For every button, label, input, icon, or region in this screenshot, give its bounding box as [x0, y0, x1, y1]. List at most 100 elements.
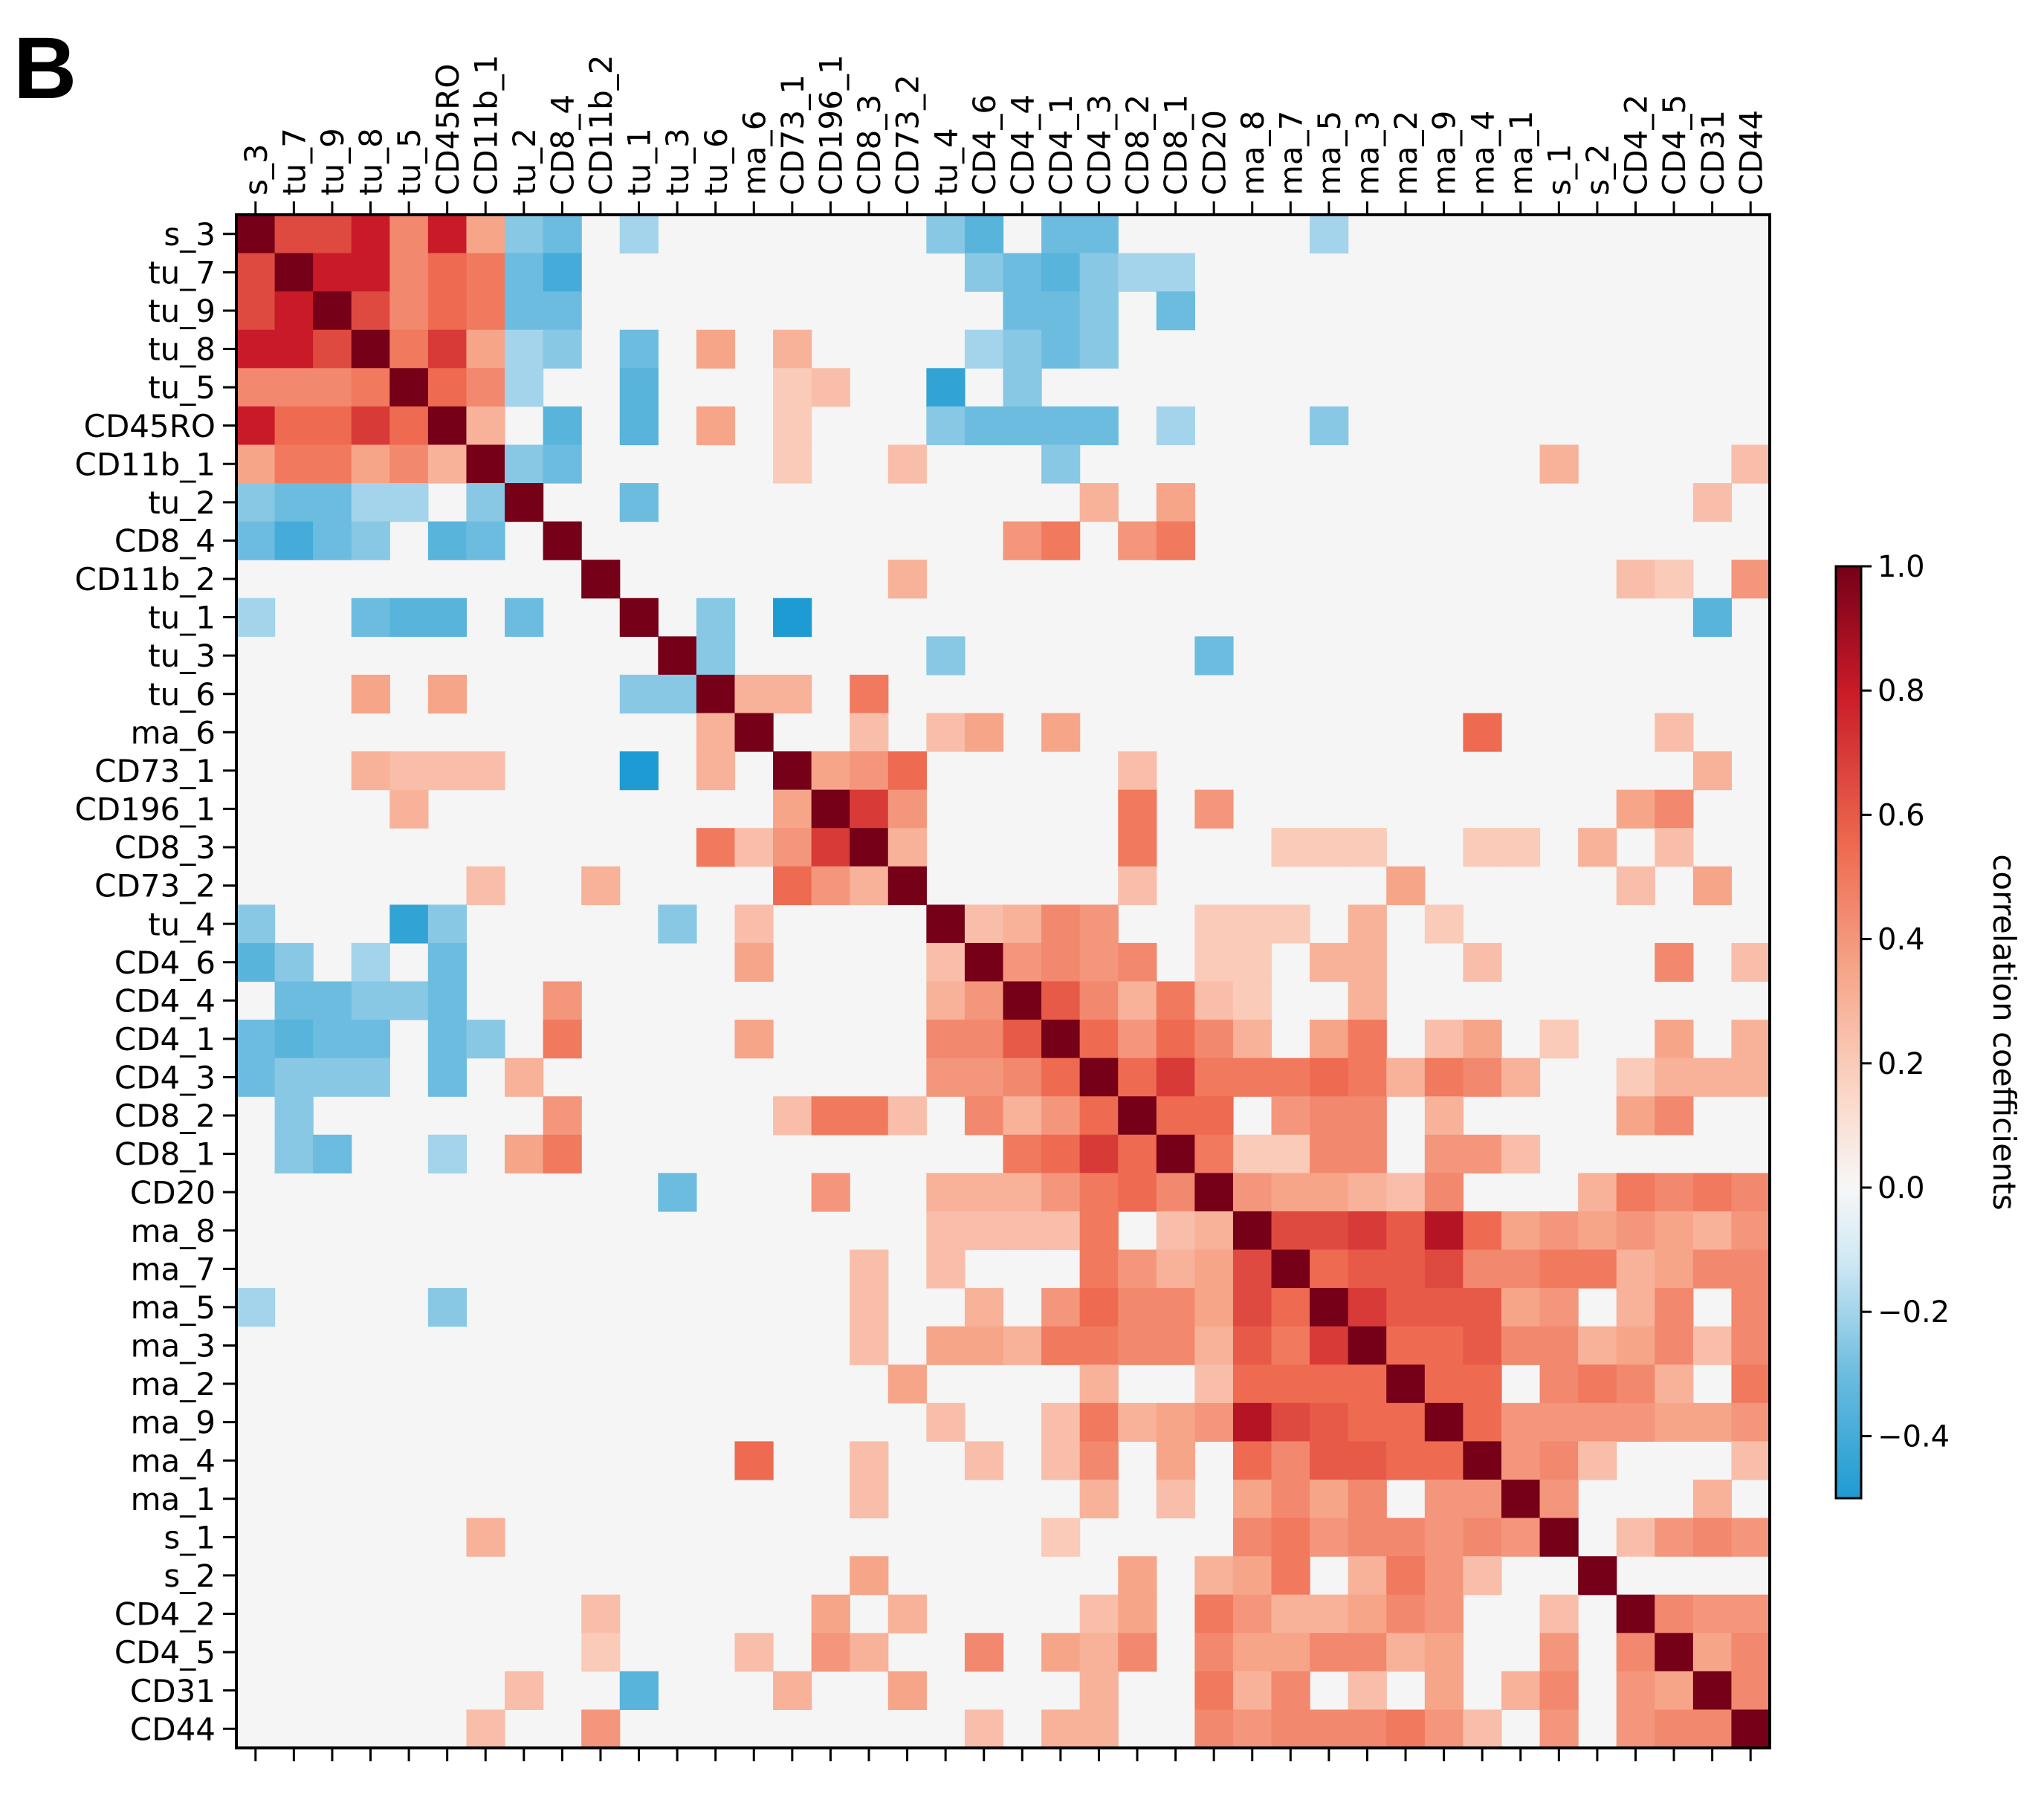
heatmap-cell-ma_3-s_2: [1578, 1326, 1617, 1365]
heatmap-cell-CD4_4-tu_8: [351, 981, 390, 1020]
heatmap-cell-CD8_1-tu_7: [274, 1134, 314, 1173]
heatmap-cell-CD73_2-CD8_3: [850, 866, 889, 905]
heatmap-cell-CD44-ma_4: [1463, 1709, 1502, 1749]
heatmap-cell-tu_9-CD8_1: [1156, 291, 1195, 331]
heatmap-cell-CD4_3-tu_8: [351, 1058, 390, 1097]
heatmap-cell-tu_9-s_3: [236, 291, 276, 331]
heatmap-cell-ma_8-tu_4: [926, 1211, 966, 1251]
heatmap-cell-tu_4-CD45RO: [427, 904, 468, 944]
heatmap-cell-CD73_1-CD31: [1692, 751, 1733, 791]
heatmap-cell-ma_7-tu_4: [926, 1249, 966, 1289]
heatmap-cell-CD4_3-ma_1: [1501, 1058, 1541, 1097]
heatmap-cell-ma_1-ma_5: [1310, 1479, 1349, 1519]
heatmap-cell-tu_4-ma_9: [1424, 904, 1464, 944]
heatmap-cell-CD8_2-ma_7: [1271, 1096, 1310, 1136]
heatmap-cell-CD8_3-ma_4: [1463, 828, 1502, 867]
colorbar-tick-label: 0.0: [1878, 1171, 1925, 1205]
heatmap-cell-ma_1-ma_8: [1232, 1479, 1272, 1519]
heatmap-cell-ma_6-tu_6: [696, 713, 736, 752]
heatmap-cell-CD11b_2-CD44: [1731, 560, 1770, 599]
heatmap-cell-CD4_1-tu_4: [926, 1020, 966, 1059]
heatmap-cell-ma_8-CD4_1: [1041, 1211, 1081, 1251]
heatmap-cell-CD4_3-tu_4: [926, 1058, 966, 1097]
heatmap-cell-ma_8-CD4_2: [1616, 1211, 1655, 1251]
heatmap-cell-CD4_4-CD20: [1194, 981, 1234, 1020]
heatmap-cell-ma_4-ma_1: [1501, 1441, 1541, 1480]
heatmap-cell-ma_3-CD4_5: [1655, 1326, 1694, 1365]
heatmap-cell-tu_7-CD11b_1: [466, 253, 505, 292]
heatmap-cell-ma_6-ma_4: [1463, 713, 1502, 752]
heatmap-cell-CD4_6-CD4_1: [1041, 942, 1081, 982]
heatmap-cell-CD44-CD4_5: [1655, 1709, 1694, 1749]
heatmap-cell-tu_9-CD4_1: [1041, 291, 1081, 331]
heatmap-cell-CD4_6-CD20: [1194, 942, 1234, 982]
heatmap-cell-CD4_4-ma_3: [1348, 981, 1387, 1020]
heatmap-cell-ma_4-ma_6: [734, 1441, 774, 1480]
colorbar-tick-label: 0.8: [1878, 674, 1925, 708]
heatmap-cell-tu_9-CD11b_1: [466, 291, 505, 331]
heatmap-cell-ma_8-CD4_5: [1655, 1211, 1694, 1251]
heatmap-cell-tu_1-tu_8: [351, 598, 390, 637]
heatmap-cell-CD45RO-ma_5: [1310, 406, 1349, 446]
heatmap-cell-s_1-ma_7: [1271, 1518, 1310, 1557]
heatmap-cell-ma_2-ma_4: [1463, 1364, 1502, 1404]
heatmap-cell-CD4_2-ma_2: [1386, 1594, 1426, 1633]
heatmap-cell-CD8_3-ma_1: [1501, 828, 1541, 867]
heatmap-cell-CD73_1-CD8_2: [1118, 751, 1157, 791]
heatmap-cell-tu_3-tu_3: [658, 636, 697, 676]
heatmap-cell-CD8_2-CD8_3: [850, 1096, 889, 1136]
heatmap-cell-CD4_3-ma_3: [1348, 1058, 1387, 1097]
heatmap-cell-ma_5-CD4_3: [1079, 1288, 1119, 1327]
heatmap-cell-tu_1-tu_1: [619, 598, 659, 637]
heatmap-cell-CD73_1-CD8_3: [850, 751, 889, 791]
heatmap-cell-CD73_2-CD11b_2: [581, 866, 621, 905]
heatmap-cell-tu_7-CD8_4: [543, 253, 582, 292]
heatmap-cell-ma_8-ma_4: [1463, 1211, 1502, 1251]
heatmap-cell-ma_8-CD4_3: [1079, 1211, 1119, 1251]
row-label: CD4_6: [114, 945, 216, 981]
heatmap-cell-CD73_2-CD73_1: [773, 866, 812, 905]
heatmap-cell-s_1-CD4_5: [1655, 1518, 1694, 1557]
heatmap-cell-tu_1-CD45RO: [427, 598, 468, 637]
heatmap-cell-tu_7-tu_8: [351, 253, 390, 292]
heatmap-cell-CD8_1-CD4_4: [1003, 1134, 1042, 1173]
heatmap-cell-CD8_4-tu_9: [313, 521, 352, 560]
heatmap-cell-CD196_1-CD196_1: [811, 789, 850, 829]
heatmap-cell-ma_9-CD8_1: [1156, 1402, 1195, 1442]
heatmap-cell-s_1-ma_4: [1463, 1518, 1502, 1557]
heatmap-cell-CD4_1-ma_6: [734, 1020, 774, 1059]
heatmap-cell-CD4_5-ma_3: [1348, 1633, 1387, 1672]
heatmap-cell-tu_2-CD4_3: [1079, 483, 1119, 522]
heatmap-cell-CD20-ma_9: [1424, 1173, 1464, 1212]
heatmap-cell-tu_9-CD8_4: [543, 291, 582, 331]
heatmap-cell-CD4_3-CD4_3: [1079, 1058, 1119, 1097]
row-label: CD4_1: [114, 1021, 216, 1058]
heatmap-cell-ma_8-CD4_6: [964, 1211, 1004, 1251]
heatmap-cell-ma_7-CD8_1: [1156, 1249, 1195, 1289]
heatmap-cell-CD31-CD20: [1194, 1671, 1234, 1711]
heatmap-cell-tu_7-s_3: [236, 253, 276, 292]
heatmap-cell-ma_2-ma_2: [1386, 1364, 1426, 1404]
heatmap-cell-ma_1-ma_1: [1501, 1479, 1541, 1519]
heatmap-cell-tu_2-CD11b_1: [466, 483, 505, 522]
heatmap-cell-CD44-CD4_6: [964, 1709, 1004, 1749]
heatmap-cell-s_2-s_2: [1578, 1556, 1617, 1596]
heatmap-cell-ma_6-CD4_1: [1041, 713, 1081, 752]
column-label: s_3: [238, 143, 274, 195]
heatmap-cell-CD45RO-CD73_1: [773, 406, 812, 446]
row-label: CD8_4: [114, 523, 216, 560]
heatmap-cell-ma_9-CD4_2: [1616, 1402, 1655, 1442]
column-label: tu_5: [391, 128, 427, 195]
heatmap-cell-CD4_4-CD8_4: [543, 981, 582, 1020]
column-label: CD4_5: [1656, 94, 1692, 195]
colorbar-ticks: 1.0 0.8 0.6 0.4 0.2 0.0 −0.2 −0.4: [1861, 550, 1950, 1454]
heatmap-cell-ma_5-ma_3: [1348, 1288, 1387, 1327]
heatmap-cell-tu_2-CD8_1: [1156, 483, 1195, 522]
heatmap-cell-CD4_1-s_3: [236, 1020, 276, 1059]
heatmap-cell-s_1-ma_2: [1386, 1518, 1426, 1557]
row-label: ma_7: [131, 1251, 216, 1287]
heatmap-cell-CD44-CD20: [1194, 1709, 1234, 1749]
colorbar-tick-label: 0.2: [1878, 1047, 1925, 1081]
heatmap-cell-CD73_1-CD196_1: [811, 751, 850, 791]
heatmap-cell-s_2-ma_8: [1232, 1556, 1272, 1596]
